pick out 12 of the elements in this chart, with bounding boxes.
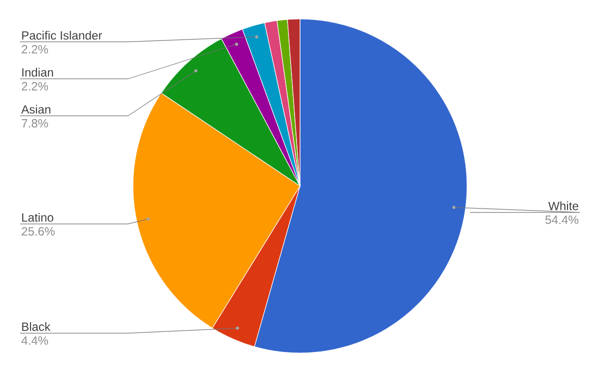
data-label: 7.8%	[22, 119, 48, 128]
slice-label: White	[548, 201, 578, 210]
slice-label: Latino	[22, 212, 54, 222]
slice-label: Pacific Islander	[22, 30, 102, 40]
data-label: 4.4%	[21, 336, 48, 345]
data-label: 54.4%	[545, 216, 578, 224]
data-label: 25.6%	[22, 227, 55, 236]
slice-label: Indian	[22, 68, 53, 77]
slice-label: Asian	[21, 104, 50, 114]
slice-label: Black	[22, 322, 50, 331]
data-label: 2.2%	[22, 45, 48, 54]
data-label: 2.2%	[22, 82, 48, 90]
